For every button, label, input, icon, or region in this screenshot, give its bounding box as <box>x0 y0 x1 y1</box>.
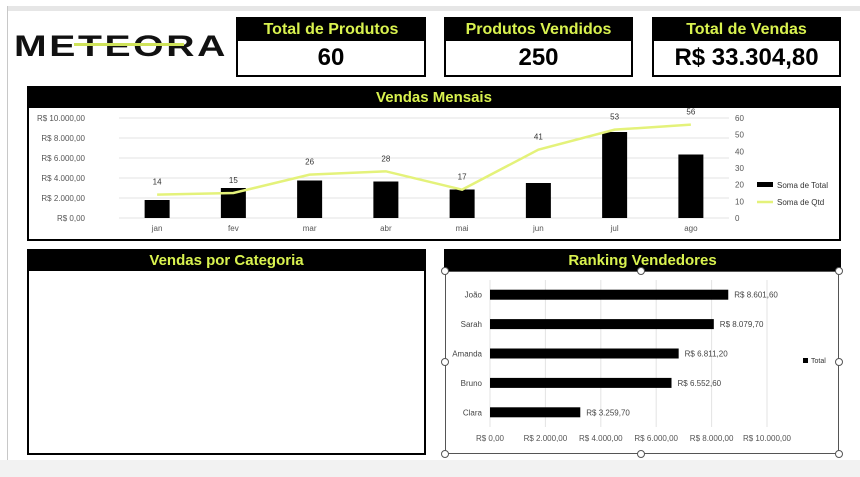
bar <box>490 289 729 300</box>
data-label: 53 <box>610 113 619 122</box>
data-label: 26 <box>305 158 314 167</box>
y-tick-label-left: R$ 10.000,00 <box>37 114 86 123</box>
resize-handle[interactable] <box>835 450 843 458</box>
data-label: 15 <box>229 176 238 185</box>
data-label: R$ 3.259,70 <box>586 408 630 417</box>
data-label: R$ 8.601,60 <box>734 291 778 300</box>
x-tick-label: R$ 8.000,00 <box>690 434 734 443</box>
legend-label: Total <box>811 358 826 365</box>
y-tick-label: Amanda <box>452 350 482 359</box>
data-label: 28 <box>381 154 390 163</box>
kpi-title: Total de Vendas <box>654 19 839 41</box>
x-tick-label: jan <box>151 224 163 233</box>
meteora-logo: METEORA <box>14 30 226 60</box>
data-label: R$ 6.811,20 <box>685 350 729 359</box>
monthly-sales-chart: R$ 0,00 R$ 2.000,00 R$ 4.000,00 R$ 6.000,00… <box>37 108 828 233</box>
y-tick-label-right: 50 <box>735 131 744 140</box>
y-tick-label-left: R$ 2.000,00 <box>41 194 85 203</box>
panel-title: Vendas Mensais <box>29 88 839 108</box>
kpi-title: Total de Produtos <box>238 19 424 41</box>
resize-handle[interactable] <box>441 358 449 366</box>
data-label: 17 <box>458 173 467 182</box>
ranking-title-bar: Ranking Vendedores <box>444 249 841 271</box>
resize-handle[interactable] <box>637 450 645 458</box>
y-tick-label: Clara <box>463 408 483 417</box>
resize-handle[interactable] <box>637 267 645 275</box>
kpi-value: 60 <box>317 44 345 71</box>
x-tick-label: R$ 0,00 <box>476 434 505 443</box>
resize-handle[interactable] <box>441 450 449 458</box>
data-label: R$ 6.552,60 <box>678 379 722 388</box>
bar <box>449 189 475 218</box>
bottom-band <box>0 460 860 477</box>
qty-line <box>157 123 691 196</box>
legend-label: Soma de Qtd <box>777 198 824 207</box>
legend-swatch <box>803 358 808 363</box>
bar <box>144 200 170 218</box>
bar <box>373 181 399 218</box>
y-tick-label-right: 10 <box>735 197 744 206</box>
data-label: 14 <box>153 178 162 187</box>
legend-label: Soma de Total <box>777 181 828 190</box>
y-tick-label-right: 30 <box>735 164 744 173</box>
bar <box>490 407 581 418</box>
data-label: 56 <box>686 108 695 117</box>
x-tick-label: R$ 10.000,00 <box>743 434 792 443</box>
bar <box>490 319 714 330</box>
left-divider <box>7 6 8 461</box>
y-tick-label-left: R$ 8.000,00 <box>41 134 85 143</box>
x-tick-label: ago <box>684 224 698 233</box>
kpi-value: R$ 33.304,80 <box>674 44 819 71</box>
resize-handle[interactable] <box>835 358 843 366</box>
y-tick-label-left: R$ 6.000,00 <box>41 154 85 163</box>
y-tick-label-right: 0 <box>735 214 740 223</box>
bar <box>490 377 672 388</box>
resize-handle[interactable] <box>835 267 843 275</box>
y-tick-label-left: R$ 4.000,00 <box>41 174 85 183</box>
panel-title: Vendas por Categoria <box>29 251 424 271</box>
resize-handle[interactable] <box>441 267 449 275</box>
ranking-chart-frame[interactable]: R$ 0,00 R$ 2.000,00 R$ 4.000,00 R$ 6.000,00… <box>445 271 839 454</box>
kpi-total-vendas: Total de Vendas R$ 33.304,80 <box>652 17 841 77</box>
legend-swatch-total <box>757 182 773 187</box>
bar <box>297 180 323 218</box>
data-label: R$ 8.079,70 <box>720 320 764 329</box>
y-tick-label-right: 60 <box>735 114 744 123</box>
kpi-title: Produtos Vendidos <box>446 19 631 41</box>
x-tick-label: mai <box>456 224 469 233</box>
x-tick-label: R$ 2.000,00 <box>524 434 568 443</box>
bar <box>602 132 628 218</box>
y-tick-label-right: 20 <box>735 181 744 190</box>
category-sales-panel: Vendas por Categoria <box>27 249 426 455</box>
monthly-sales-panel: Vendas Mensais R$ 0,00 R$ 2.000,00 R$ 4.00… <box>27 86 841 241</box>
y-tick-label: Sarah <box>461 320 482 329</box>
ranking-chart: R$ 0,00 R$ 2.000,00 R$ 4.000,00 R$ 6.000,00… <box>452 280 826 443</box>
kpi-total-produtos: Total de Produtos 60 <box>236 17 426 77</box>
y-tick-label: Bruno <box>461 379 483 388</box>
x-tick-label: jun <box>532 224 544 233</box>
bar <box>678 154 704 218</box>
x-tick-label: abr <box>380 224 392 233</box>
x-tick-label: R$ 4.000,00 <box>579 434 623 443</box>
data-label: 41 <box>534 133 543 142</box>
kpi-value: 250 <box>518 44 559 71</box>
y-tick-label-left: R$ 0,00 <box>57 214 86 223</box>
x-tick-label: fev <box>228 224 239 233</box>
y-tick-label-right: 40 <box>735 147 744 156</box>
kpi-produtos-vendidos: Produtos Vendidos 250 <box>444 17 633 77</box>
panel-title: Ranking Vendedores <box>446 251 839 271</box>
top-band <box>8 6 860 11</box>
x-tick-label: R$ 6.000,00 <box>634 434 678 443</box>
x-tick-label: jul <box>610 224 619 233</box>
x-tick-label: mar <box>303 224 317 233</box>
y-tick-label: João <box>465 291 483 300</box>
bar <box>525 183 551 218</box>
bar <box>490 348 679 359</box>
